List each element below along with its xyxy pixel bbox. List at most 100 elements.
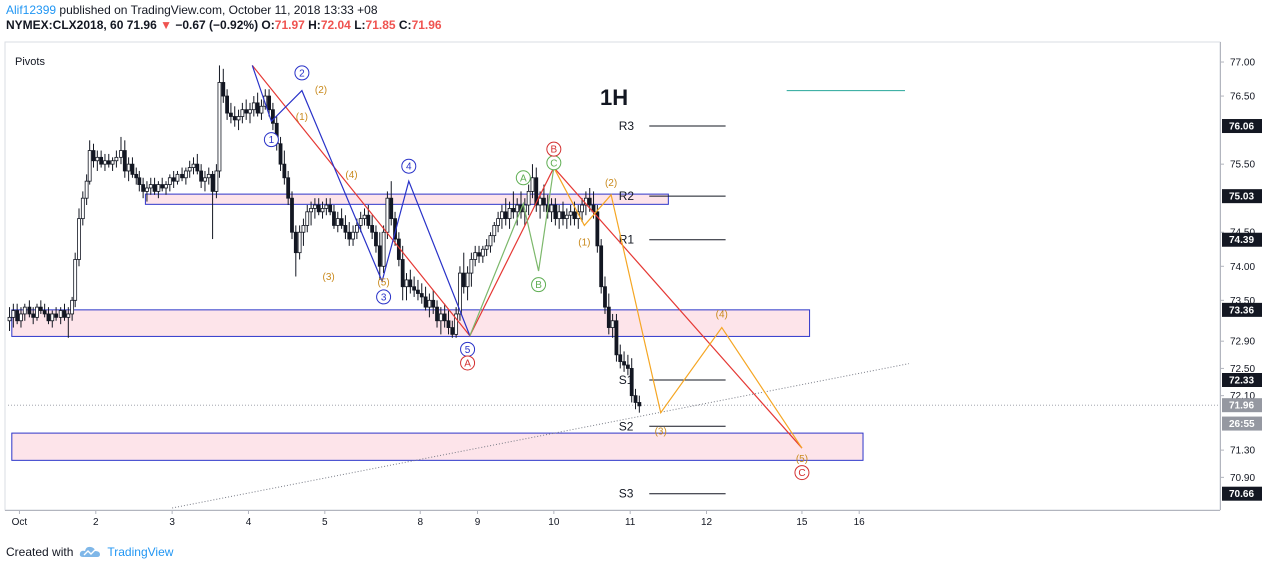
guides-layer bbox=[8, 90, 1218, 509]
wave-label-circle bbox=[515, 170, 531, 186]
time-axis-label: 8 bbox=[417, 517, 423, 528]
candle-body bbox=[305, 211, 310, 226]
time-axis-label: 4 bbox=[246, 517, 252, 528]
candle-body bbox=[278, 143, 283, 165]
candle-body bbox=[122, 150, 127, 172]
candle-body bbox=[99, 156, 104, 165]
candle-body bbox=[15, 310, 20, 322]
blue-impulse-wave-line[interactable] bbox=[251, 65, 471, 336]
open-value: 71.97 bbox=[274, 18, 305, 32]
candles-layer bbox=[7, 65, 642, 413]
candle-body bbox=[309, 208, 313, 213]
candle-body bbox=[7, 316, 12, 322]
candle-body bbox=[374, 231, 378, 247]
candle-body bbox=[370, 225, 375, 233]
candle-body bbox=[77, 218, 81, 260]
candle-body bbox=[31, 313, 36, 318]
candle-body bbox=[427, 299, 432, 308]
candle-body bbox=[42, 310, 47, 315]
zones-layer bbox=[11, 193, 864, 461]
dotted-trendline[interactable] bbox=[172, 363, 909, 509]
wave-label: (5) bbox=[796, 454, 808, 465]
candle-body bbox=[171, 177, 176, 182]
waves-layer bbox=[251, 65, 803, 449]
candle-body bbox=[435, 306, 439, 322]
wave-label-circle bbox=[531, 277, 547, 293]
pivot-label-s2: S2 bbox=[619, 419, 634, 433]
candle-body bbox=[290, 197, 294, 233]
low-label: L: bbox=[354, 18, 366, 32]
candle-body bbox=[106, 160, 111, 165]
candle-body bbox=[324, 204, 329, 209]
candle-body bbox=[19, 313, 23, 322]
price-badge-label: 73.36 bbox=[1229, 305, 1254, 316]
footer: Created with TradingView bbox=[6, 545, 173, 559]
price-badge bbox=[1222, 232, 1262, 247]
candle-body bbox=[320, 208, 325, 213]
candle-body bbox=[480, 248, 485, 257]
candle-body bbox=[187, 167, 192, 172]
time-axis-label: 11 bbox=[625, 517, 636, 528]
time-axis-label: Oct bbox=[12, 517, 28, 528]
candle-body bbox=[119, 150, 123, 158]
candle-body bbox=[240, 109, 245, 117]
wave-label: B bbox=[551, 145, 558, 156]
supply-demand-zone-3[interactable] bbox=[11, 432, 864, 461]
price-axis-label: 76.50 bbox=[1230, 92, 1255, 103]
red-abc-wave-line[interactable] bbox=[251, 65, 803, 449]
wave-label: (1) bbox=[578, 237, 590, 248]
price-badge-label: 26:55 bbox=[1229, 419, 1255, 430]
candle-body bbox=[114, 156, 119, 162]
candle-body bbox=[500, 211, 504, 220]
price-change: −0.67 (−0.92%) bbox=[175, 18, 259, 32]
candle-body bbox=[148, 184, 153, 189]
time-axis-label: 15 bbox=[796, 517, 808, 528]
candle-body bbox=[400, 259, 405, 288]
candle-body bbox=[408, 279, 413, 288]
candle-body bbox=[377, 245, 382, 267]
candle-body bbox=[80, 197, 85, 220]
candle-body bbox=[496, 218, 501, 226]
wave-label: (2) bbox=[315, 85, 327, 96]
tradingview-brand-link[interactable]: TradingView bbox=[107, 545, 174, 559]
candle-body bbox=[503, 211, 508, 220]
candle-body bbox=[633, 395, 638, 403]
candle-body bbox=[618, 354, 623, 363]
candle-body bbox=[603, 286, 607, 308]
time-axis[interactable]: Oct 2 3 4 5 8 9 10 11 12 15 16 bbox=[12, 510, 866, 528]
candle-body bbox=[614, 320, 619, 356]
price-badge-label: 70.66 bbox=[1229, 489, 1254, 500]
pivot-label-r3: R3 bbox=[619, 119, 635, 133]
price-axis-label: 71.30 bbox=[1230, 446, 1255, 457]
price-badge-label: 74.39 bbox=[1229, 235, 1254, 246]
wave-label-circle bbox=[460, 355, 476, 371]
candle-body bbox=[473, 252, 478, 260]
supply-demand-zone-1[interactable] bbox=[144, 193, 669, 205]
candle-body bbox=[339, 218, 344, 226]
candle-body bbox=[263, 95, 268, 107]
candle-body bbox=[412, 286, 417, 291]
wave-label: (2) bbox=[605, 178, 617, 189]
wave-label: 3 bbox=[381, 292, 387, 303]
candle-body bbox=[38, 306, 43, 311]
candle-body bbox=[465, 272, 470, 288]
candle-body bbox=[366, 214, 371, 226]
candle-body bbox=[54, 313, 58, 318]
candle-body bbox=[141, 184, 146, 192]
orange-wave-line[interactable] bbox=[553, 167, 803, 449]
green-abc-wave-line[interactable] bbox=[469, 167, 555, 336]
price-badge bbox=[1222, 372, 1262, 387]
candle-body bbox=[599, 245, 604, 288]
price-axis[interactable]: 77.0076.5075.5074.5074.0073.5072.9072.50… bbox=[1220, 58, 1262, 501]
supply-demand-zone-2[interactable] bbox=[11, 309, 811, 337]
candle-body bbox=[160, 184, 165, 189]
author-link[interactable]: Alif12399 bbox=[6, 3, 57, 17]
candle-body bbox=[492, 225, 497, 237]
indicator-label[interactable]: Pivots bbox=[15, 56, 45, 68]
close-label: C: bbox=[398, 18, 412, 32]
time-axis-label: 5 bbox=[322, 517, 328, 528]
wave-label: A bbox=[520, 173, 527, 184]
candle-body bbox=[488, 235, 493, 247]
candle-body bbox=[637, 402, 642, 407]
